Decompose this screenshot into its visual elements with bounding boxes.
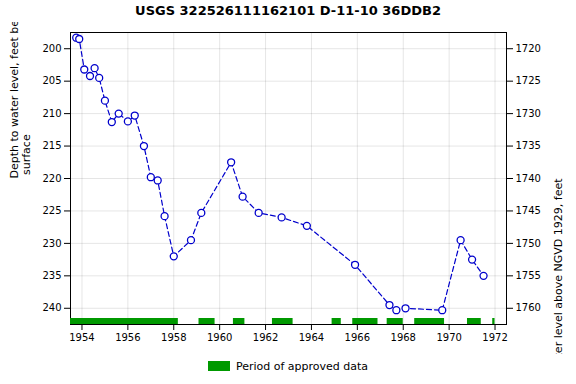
svg-text:1972: 1972 xyxy=(482,332,507,343)
svg-text:230: 230 xyxy=(42,238,61,249)
svg-text:200: 200 xyxy=(42,43,61,54)
svg-text:1725: 1725 xyxy=(516,75,541,86)
svg-text:240: 240 xyxy=(42,302,61,313)
svg-text:1968: 1968 xyxy=(391,332,416,343)
svg-text:1954: 1954 xyxy=(69,332,94,343)
svg-text:1740: 1740 xyxy=(516,173,541,184)
svg-text:220: 220 xyxy=(42,173,61,184)
svg-text:215: 215 xyxy=(42,140,61,151)
svg-text:235: 235 xyxy=(42,270,61,281)
svg-text:225: 225 xyxy=(42,205,61,216)
svg-text:1966: 1966 xyxy=(345,332,370,343)
svg-text:1760: 1760 xyxy=(516,302,541,313)
svg-text:1960: 1960 xyxy=(207,332,232,343)
svg-text:1720: 1720 xyxy=(516,43,541,54)
svg-text:205: 205 xyxy=(42,75,61,86)
html-text:Period of approved data: Period of approved data xyxy=(235,359,369,373)
svg-text:1962: 1962 xyxy=(253,332,278,343)
svg-text:1745: 1745 xyxy=(516,205,541,216)
svg-text:1730: 1730 xyxy=(516,108,541,119)
svg-text:1755: 1755 xyxy=(516,270,541,281)
svg-text:1958: 1958 xyxy=(161,332,186,343)
svg-text:Groundwater level above NGVD 1: Groundwater level above NGVD 1929, feet xyxy=(552,178,565,354)
html-text:USGS 322526111162101 D-11-10 3: USGS 322526111162101 D-11-10 36DDB2 xyxy=(135,3,441,18)
svg-text:1735: 1735 xyxy=(516,140,541,151)
svg-text:1970: 1970 xyxy=(436,332,461,343)
svg-text:1956: 1956 xyxy=(115,332,140,343)
svg-text:1750: 1750 xyxy=(516,238,541,249)
svg-text:1964: 1964 xyxy=(299,332,324,343)
svg-text:210: 210 xyxy=(42,108,61,119)
svg-text:Depth to water level, feet bel: Depth to water level, feet below land su… xyxy=(8,22,33,179)
